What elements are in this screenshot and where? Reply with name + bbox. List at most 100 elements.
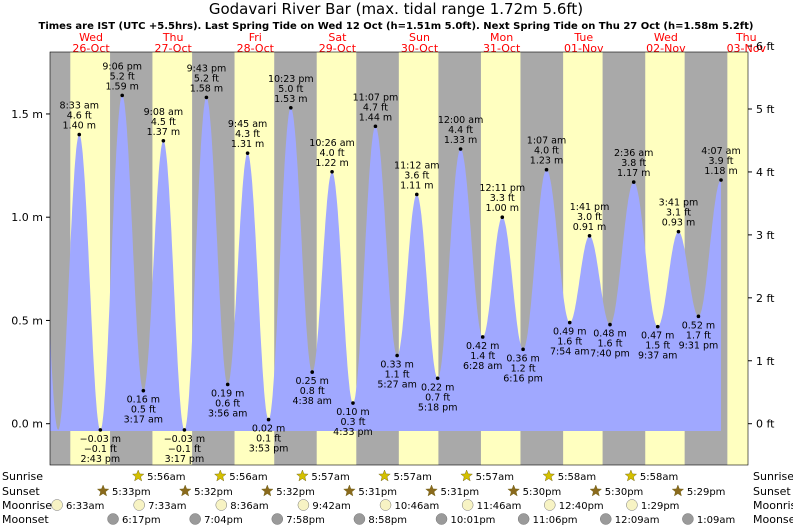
y-tick-label-left: 0.5 m (11, 314, 43, 327)
sunset-time: 5:30pm (523, 487, 562, 498)
y-tick-label-right: 2 ft (756, 292, 775, 305)
tide-label: 5.2 ft (110, 71, 135, 82)
moonset-time: 10:01pm (451, 515, 496, 525)
row-label-right: Moonset (753, 513, 793, 525)
moonset-time: 8:58pm (368, 515, 407, 525)
high-tide-point (120, 93, 124, 98)
tide-label: 1.23 m (530, 156, 563, 167)
sunset-icon (425, 484, 438, 497)
low-tide-point (141, 388, 146, 393)
y-tick-label-right: 6 ft (756, 40, 775, 53)
tide-label: 5.0 ft (278, 84, 303, 95)
high-tide-point (500, 215, 505, 219)
chart-subtitle: Times are IST (UTC +5.5hrs). Last Spring… (39, 21, 754, 32)
tide-label: 9:31 pm (679, 340, 719, 351)
high-tide-point (458, 147, 463, 151)
low-tide-point (395, 353, 399, 358)
tide-label: 0.5 ft (131, 405, 156, 416)
tide-label: 4.5 ft (151, 117, 176, 128)
tide-label: 9:45 am (228, 119, 267, 130)
tide-label: 0.47 m (641, 331, 674, 342)
tide-label: 0.93 m (662, 218, 695, 229)
tide-label: 1.6 ft (597, 339, 622, 350)
row-label-left: Moonset (2, 513, 49, 525)
tide-label: 0.6 ft (215, 398, 240, 409)
high-tide-point (676, 229, 681, 234)
tide-label: 1.53 m (274, 94, 307, 105)
row-label-right: Moonrise (753, 499, 793, 512)
high-tide-point (587, 233, 592, 238)
tide-label: 11:07 pm (353, 92, 399, 103)
moonset-time: 1:09am (697, 515, 735, 525)
tide-label: 0.36 m (506, 353, 539, 364)
y-tick-label-left: 1.5 m (11, 108, 43, 121)
tide-label: 0.48 m (593, 329, 626, 340)
sunset-icon (96, 484, 110, 497)
moonrise-time: 7:33am (148, 501, 186, 512)
sunrise-time: 5:57am (311, 472, 349, 483)
tide-label: 3:17 pm (165, 454, 205, 465)
astro-rows: Sunrise Sunrise 5:56am 5:56am 5:57am 5:57am 5:… (2, 469, 793, 525)
y-tick-label-left: 1.0 m (11, 211, 43, 224)
moonset-time: 11:06pm (533, 515, 578, 525)
tide-label: 5.2 ft (194, 73, 219, 84)
sunset-icon (671, 484, 685, 497)
low-tide-point (480, 335, 485, 339)
day-of-week: Tue (573, 31, 593, 44)
moonrise-icon (626, 499, 638, 511)
tide-label: 1.31 m (231, 139, 264, 150)
tide-label: 0.3 ft (340, 417, 365, 428)
tide-label: 1.1 ft (385, 370, 410, 381)
moonrise-time: 12:40pm (559, 501, 604, 512)
tide-label: 1.2 ft (511, 363, 536, 374)
moonset-icon (353, 513, 366, 525)
high-tide-point (245, 151, 250, 155)
high-tide-point (77, 132, 82, 137)
tide-label: 3.8 ft (621, 158, 646, 169)
low-tide-point (435, 376, 440, 381)
tide-label: 5:27 am (377, 380, 416, 391)
tide-label: 0.16 m (127, 395, 160, 406)
high-tide-point (289, 105, 293, 110)
tide-label: 1.5 ft (645, 341, 670, 352)
tide-label: 0.8 ft (300, 386, 325, 397)
moonrise-icon (133, 499, 145, 511)
moonset-time: 6:17pm (122, 515, 161, 525)
high-tide-point (161, 138, 166, 143)
sunset-time: 5:32pm (276, 487, 315, 498)
tide-label: 9:08 am (144, 107, 183, 118)
tide-label: −0.1 ft (168, 444, 201, 455)
tide-label: 3.0 ft (577, 212, 602, 223)
tide-label: 1.33 m (444, 135, 477, 146)
sunrise-icon (624, 469, 638, 482)
tide-label: 7:40 pm (590, 349, 630, 360)
row-label-right: Sunrise (753, 470, 793, 483)
moonrise-icon (544, 499, 556, 511)
sunset-time: 5:33pm (112, 487, 151, 498)
high-tide-point (631, 180, 636, 184)
moonrise-time: 10:46am (395, 501, 440, 512)
sunset-icon (507, 484, 520, 497)
tide-label: 12:00 am (438, 115, 483, 126)
tide-label: 1.6 ft (557, 337, 582, 348)
low-tide-point (182, 428, 187, 432)
tide-label: 1.58 m (190, 83, 223, 94)
tide-label: 6:16 pm (503, 373, 543, 384)
tide-label: 10:23 pm (268, 74, 314, 85)
tide-label: 3:17 am (124, 415, 163, 426)
sunset-time: 5:31pm (441, 487, 480, 498)
y-tick-label-right: 0 ft (756, 418, 775, 431)
tide-label: 1:07 am (527, 136, 566, 147)
moonrise-icon (297, 499, 310, 511)
tide-label: 0.33 m (380, 360, 413, 371)
tide-label: 3.9 ft (709, 156, 734, 167)
moonset-time: 7:04pm (204, 515, 243, 525)
moonset-icon (271, 513, 284, 525)
tide-label: 1.44 m (359, 112, 392, 123)
sunrise-icon (296, 469, 309, 482)
tide-label: 3.3 ft (490, 193, 515, 204)
sunset-icon (343, 484, 356, 497)
moonset-icon (435, 513, 448, 525)
day-band (727, 52, 748, 465)
